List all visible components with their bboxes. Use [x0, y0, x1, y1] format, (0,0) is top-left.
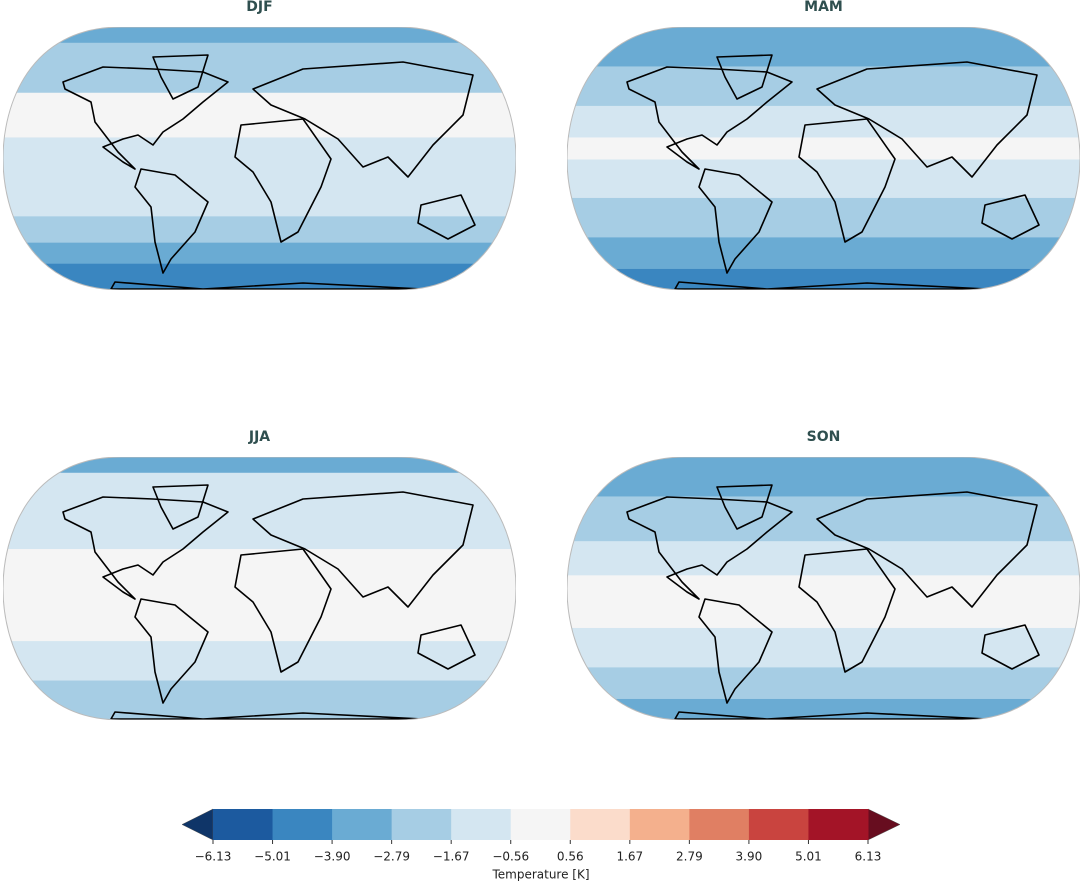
colorbar-segment [689, 809, 750, 840]
map-panel [3, 457, 516, 720]
colorbar-segment [391, 809, 452, 840]
map-fill [567, 27, 1080, 290]
band [567, 667, 1080, 700]
band [567, 237, 1080, 270]
colorbar-tick-label: 2.79 [676, 850, 703, 864]
colorbar-segment [451, 809, 512, 840]
colorbar-tick-label: −0.56 [492, 850, 529, 864]
colorbar-segment [332, 809, 393, 840]
map-panel [567, 27, 1080, 290]
colorbar-tick-label: 5.01 [795, 850, 822, 864]
panel-title: MAM [804, 0, 843, 15]
map-outline [567, 457, 1080, 720]
band [3, 137, 516, 218]
band [3, 457, 516, 474]
colorbar-segment [570, 809, 631, 840]
map-panel [3, 27, 516, 290]
band [567, 137, 1080, 160]
band [3, 549, 516, 643]
colorbar-tick-label: 6.13 [855, 850, 882, 864]
band [3, 27, 516, 44]
colorbar-tick-label: −6.13 [195, 850, 232, 864]
colorbar-tick-label: −1.67 [433, 850, 470, 864]
map-outline [3, 27, 516, 290]
band [3, 42, 516, 94]
band [3, 641, 516, 682]
colorbar-tick-label: 0.56 [557, 850, 584, 864]
colorbar-tick-label: −2.79 [373, 850, 410, 864]
band [3, 92, 516, 139]
band [567, 541, 1080, 577]
band [3, 242, 516, 265]
map-panel [567, 457, 1080, 720]
band [567, 457, 1080, 498]
band [3, 680, 516, 720]
band [567, 496, 1080, 543]
band [567, 698, 1080, 720]
map-fill [567, 457, 1080, 720]
map-outline [567, 27, 1080, 290]
band [567, 575, 1080, 629]
panel-title: DJF [246, 0, 272, 15]
band [567, 627, 1080, 669]
colorbar-tick-label: 3.90 [736, 850, 763, 864]
band [3, 472, 516, 551]
panel-title: SON [807, 429, 841, 445]
panel-title: JJA [248, 429, 270, 445]
band [567, 268, 1080, 290]
map-outline [3, 457, 516, 720]
colorbar-under [181, 808, 214, 841]
colorbar-segment [629, 809, 690, 840]
colorbar-segment [213, 809, 274, 840]
band [3, 263, 516, 290]
colorbar-segment [808, 809, 869, 840]
colorbar-segment [510, 809, 571, 840]
colorbar-tick-label: 1.67 [616, 850, 643, 864]
colorbar-over [867, 808, 901, 841]
band [567, 197, 1080, 239]
map-fill [3, 457, 516, 720]
colorbar-tick-label: −3.90 [314, 850, 351, 864]
map-fill [3, 27, 516, 290]
colorbar-segment [272, 809, 333, 840]
band [567, 27, 1080, 68]
colorbar-segment [748, 809, 809, 840]
colorbar-label: Temperature [K] [491, 868, 589, 882]
band [3, 216, 516, 244]
colorbar-tick-label: −5.01 [254, 850, 291, 864]
